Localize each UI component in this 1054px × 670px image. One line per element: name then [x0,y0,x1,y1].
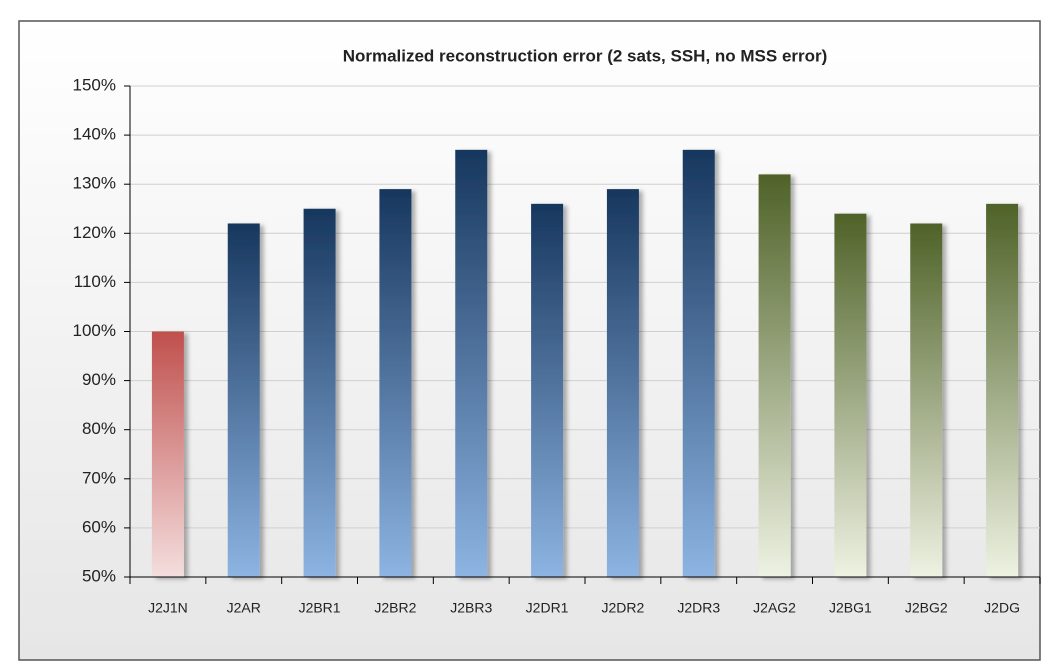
bar [151,331,184,577]
x-tick-label: J2BR1 [299,600,341,616]
bar [986,203,1019,577]
bar [531,203,564,577]
bar [227,223,260,578]
y-tick-label: 150% [73,75,116,94]
bar [834,213,867,577]
x-tick-label: J2BR2 [374,600,416,616]
x-tick-label: J2BR3 [450,600,492,616]
bar [606,189,639,578]
x-tick-label: J2J1N [148,600,188,616]
y-tick-label: 130% [73,174,116,193]
x-tick-label: J2BG2 [905,600,948,616]
x-tick-label: J2AG2 [753,600,796,616]
x-tick-label: J2DG [984,600,1020,616]
bar [455,149,488,577]
y-tick-label: 140% [73,125,116,144]
x-tick-label: J2BG1 [829,600,872,616]
y-tick-label: 50% [82,566,116,585]
bar [303,208,336,577]
y-tick-label: 110% [74,272,116,291]
x-tick-label: J2DR2 [602,600,645,616]
chart-title: Normalized reconstruction error (2 sats,… [343,46,828,65]
x-tick-label: J2DR1 [526,600,569,616]
chart-frame [18,20,1041,661]
y-tick-label: 90% [82,370,116,389]
bar [758,174,791,577]
y-tick-label: 70% [82,468,116,487]
y-tick-label: 120% [73,223,116,242]
x-tick-label: J2DR3 [677,600,720,616]
y-tick-label: 80% [82,419,116,438]
x-tick-label: J2AR [227,600,261,616]
bar [910,223,943,578]
y-tick-label: 60% [82,517,116,536]
bar [682,149,715,577]
y-tick-label: 100% [73,321,116,340]
bar [379,189,412,578]
